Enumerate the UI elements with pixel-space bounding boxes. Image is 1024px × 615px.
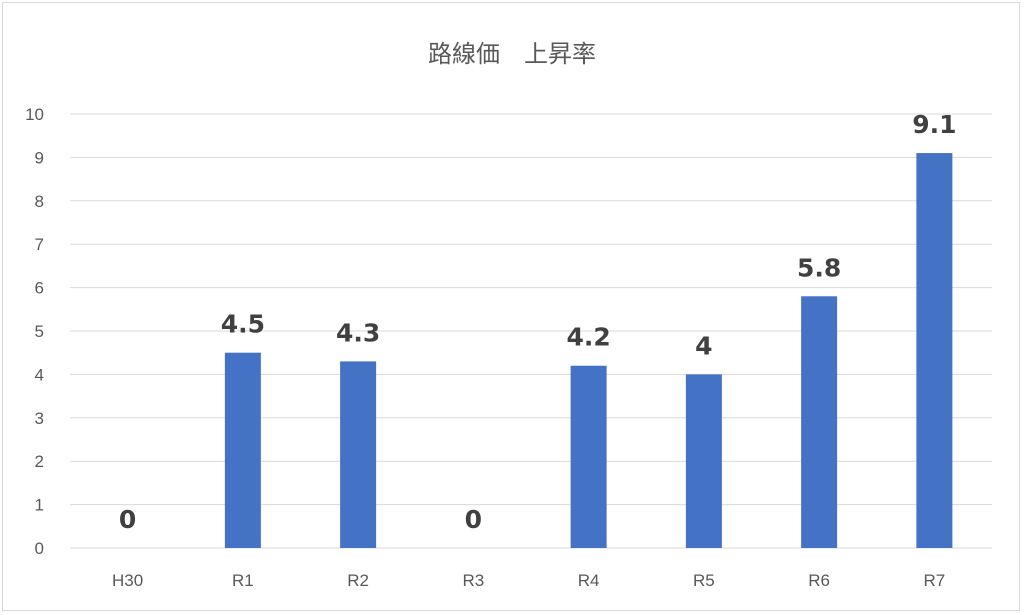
y-tick-label: 10	[25, 105, 44, 124]
x-tick-label-R3: R3	[463, 571, 485, 590]
y-tick-label: 8	[35, 192, 44, 211]
y-tick-label: 1	[35, 496, 44, 515]
x-tick-label-H30: H30	[112, 571, 143, 590]
y-tick-label: 0	[35, 539, 44, 558]
x-axis-ticks: H30 R1 R2 R3 R4 R5 R6 R7	[112, 571, 945, 590]
data-label-R7: 9.1	[912, 110, 956, 139]
data-labels: 0 4.5 4.3 0 4.2 4 5.8 9.1	[119, 110, 957, 534]
bar-R4	[570, 365, 607, 548]
bars	[224, 153, 953, 548]
y-tick-label: 3	[35, 409, 44, 428]
bar-R6	[801, 296, 838, 548]
x-tick-label-R1: R1	[232, 571, 254, 590]
data-label-R2: 4.3	[336, 318, 380, 347]
y-tick-label: 5	[35, 322, 44, 341]
bar-R2	[340, 361, 377, 548]
data-label-R4: 4.2	[566, 323, 610, 352]
x-tick-label-R5: R5	[693, 571, 715, 590]
data-label-R6: 5.8	[797, 253, 841, 282]
bar-R5	[685, 374, 722, 548]
x-tick-label-R2: R2	[347, 571, 369, 590]
gridlines	[70, 113, 992, 549]
y-tick-label: 7	[35, 235, 44, 254]
y-axis-ticks: 0 1 2 3 4 5 6 7 8 9 10	[25, 105, 44, 558]
y-tick-label: 4	[35, 365, 44, 384]
data-label-H30: 0	[119, 505, 136, 534]
y-tick-label: 9	[35, 148, 44, 167]
y-tick-label: 2	[35, 452, 44, 471]
x-tick-label-R6: R6	[808, 571, 830, 590]
y-tick-label: 6	[35, 279, 44, 298]
chart-title: 路線価 上昇率	[428, 40, 596, 68]
data-label-R3: 0	[465, 505, 482, 534]
bar-R1	[224, 352, 261, 548]
bar-R7	[916, 153, 953, 548]
data-label-R5: 4	[695, 331, 712, 360]
data-label-R1: 4.5	[221, 310, 265, 339]
x-tick-label-R7: R7	[924, 571, 946, 590]
x-tick-label-R4: R4	[578, 571, 600, 590]
